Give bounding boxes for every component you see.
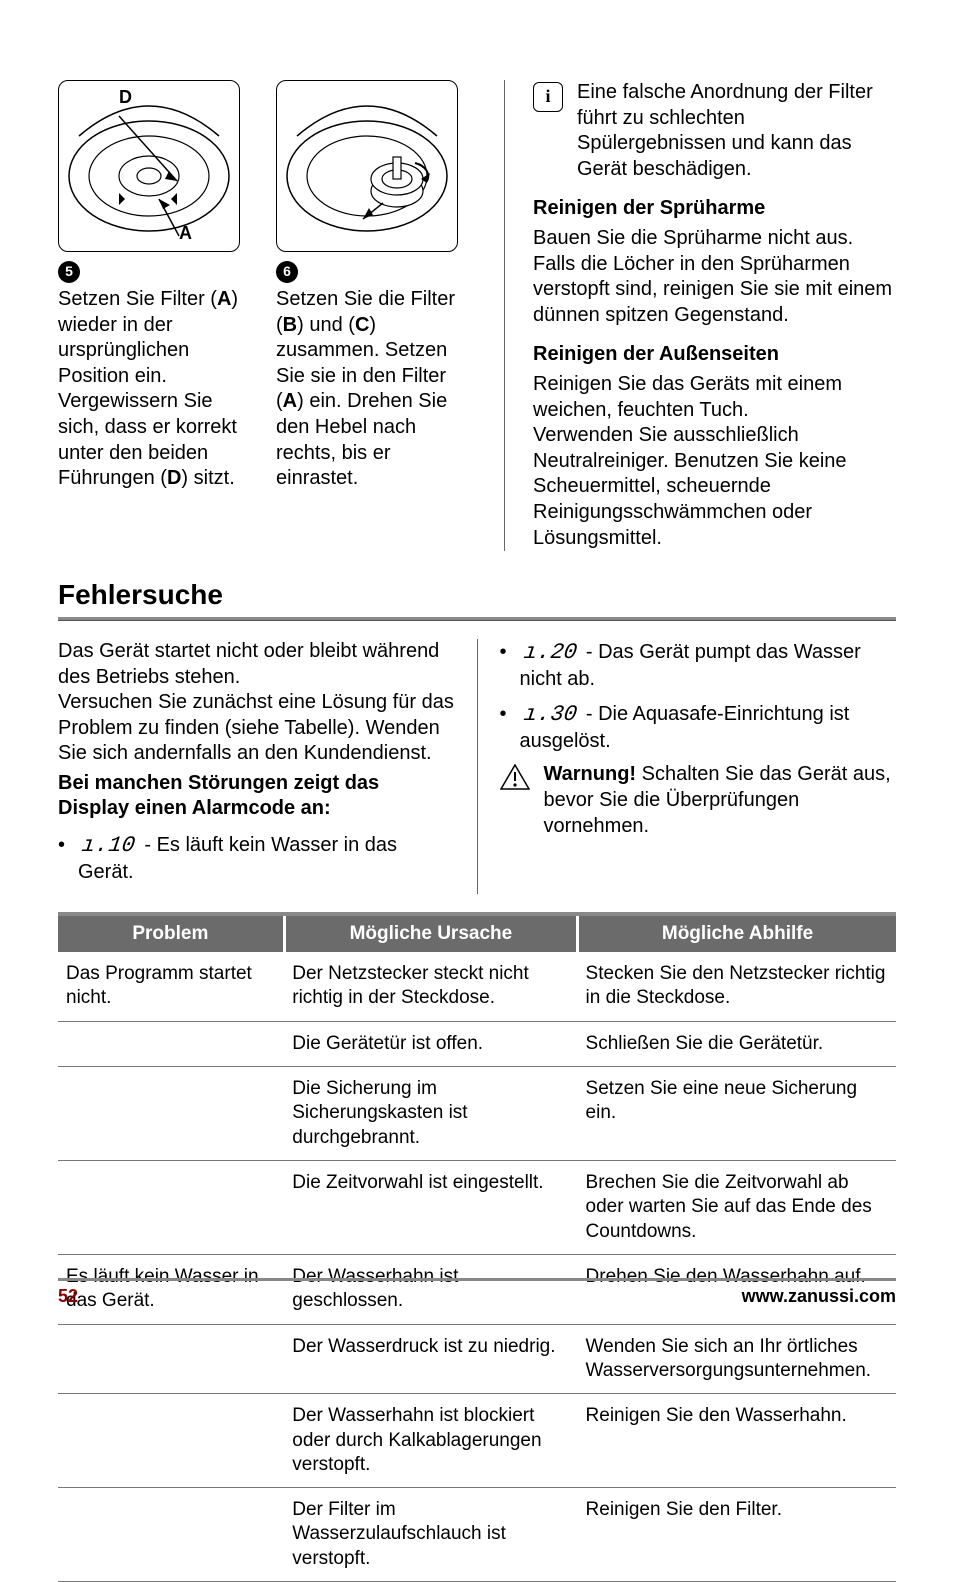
info-icon: i	[533, 82, 563, 112]
table-row: Der Wasserhahn ist blockiert oder durch …	[58, 1394, 896, 1488]
step-number-6: 6	[276, 261, 298, 283]
top-block: D A 5 Setzen Sie Filter (A) wieder in de…	[58, 80, 896, 551]
page-number: 52	[58, 1285, 78, 1308]
th-problem: Problem	[58, 914, 284, 952]
th-remedy: Mögliche Abhilfe	[578, 914, 896, 952]
table-row: Der Filter im Wasserzulaufschlauch ist v…	[58, 1488, 896, 1582]
intro-left: Das Gerät startet nicht oder bleibt währ…	[58, 639, 455, 894]
figure-6	[276, 80, 458, 252]
alarm-heading: Bei manchen Störungen zeigt das Display …	[58, 771, 455, 822]
table-body: Das Programm startet nicht.Der Netzsteck…	[58, 952, 896, 1581]
intro-p1: Das Gerät startet nicht oder bleibt währ…	[58, 639, 455, 690]
info-box: i Eine falsche Anordnung der Filter führ…	[533, 80, 896, 182]
info-text: Eine falsche Anordnung der Filter führt …	[577, 80, 896, 182]
fig5-label-a: A	[179, 222, 192, 245]
page-footer: 52 www.zanussi.com	[58, 1278, 896, 1308]
troubleshoot-table: Problem Mögliche Ursache Mögliche Abhilf…	[58, 912, 896, 1582]
alarm-symbol: ı.20	[522, 639, 579, 667]
spray-p2: Falls die Löcher in den Sprüharmen verst…	[533, 252, 896, 329]
alarm-symbol: ı.30	[522, 701, 579, 729]
step6-text: Setzen Sie die Filter (B) und (C) zusamm…	[276, 287, 476, 492]
table-row: Das Programm startet nicht.Der Netzsteck…	[58, 952, 896, 1021]
table-row: Die Gerätetür ist offen.Schließen Sie di…	[58, 1021, 896, 1066]
heading-fehlersuche: Fehlersuche	[58, 577, 896, 613]
intro-right: • ı.20 - Das Gerät pumpt das Wasser nich…	[500, 639, 897, 894]
footer-url: www.zanussi.com	[742, 1285, 896, 1308]
top-right-column: i Eine falsche Anordnung der Filter führ…	[533, 80, 896, 551]
troubleshoot-intro: Das Gerät startet nicht oder bleibt währ…	[58, 639, 896, 894]
outside-p1: Reinigen Sie das Geräts mit einem weiche…	[533, 372, 896, 423]
alarm-symbol: ı.10	[80, 832, 137, 860]
table-row: Der Wasserdruck ist zu niedrig.Wenden Si…	[58, 1324, 896, 1394]
alarm-code-item: • ı.10 - Es läuft kein Wasser in das Ger…	[58, 832, 455, 886]
alarm-code-item: • ı.20 - Das Gerät pumpt das Wasser nich…	[500, 639, 897, 693]
warning-label: Warnung!	[544, 763, 637, 785]
table-row: Die Zeitvorwahl ist eingestellt.Brechen …	[58, 1161, 896, 1255]
outside-p2: Verwenden Sie ausschließlich Neutralrein…	[533, 423, 896, 551]
section-rule	[58, 617, 896, 621]
vertical-rule	[477, 639, 478, 894]
warning-box: Warnung! Schalten Sie das Gerät aus, bev…	[500, 762, 897, 839]
alarm-code-item: • ı.30 - Die Aquasafe-Einrichtung ist au…	[500, 701, 897, 755]
heading-outside: Reinigen der Außenseiten	[533, 342, 896, 368]
intro-p2: Versuchen Sie zunächst eine Lösung für d…	[58, 690, 455, 767]
warning-icon	[500, 764, 530, 790]
step-number-5: 5	[58, 261, 80, 283]
step5-text: Setzen Sie Filter (A) wieder in der ursp…	[58, 287, 258, 492]
fig5-label-d: D	[119, 86, 132, 109]
figure-5: D A	[58, 80, 240, 252]
step5-column: D A 5 Setzen Sie Filter (A) wieder in de…	[58, 80, 258, 551]
heading-spray-arms: Reinigen der Sprüharme	[533, 196, 896, 222]
vertical-rule	[504, 80, 505, 551]
step6-column: 6 Setzen Sie die Filter (B) und (C) zusa…	[276, 80, 476, 551]
table-row: Die Sicherung im Sicherungskasten ist du…	[58, 1067, 896, 1161]
th-cause: Mögliche Ursache	[284, 914, 577, 952]
spray-p1: Bauen Sie die Sprüharme nicht aus.	[533, 226, 896, 252]
